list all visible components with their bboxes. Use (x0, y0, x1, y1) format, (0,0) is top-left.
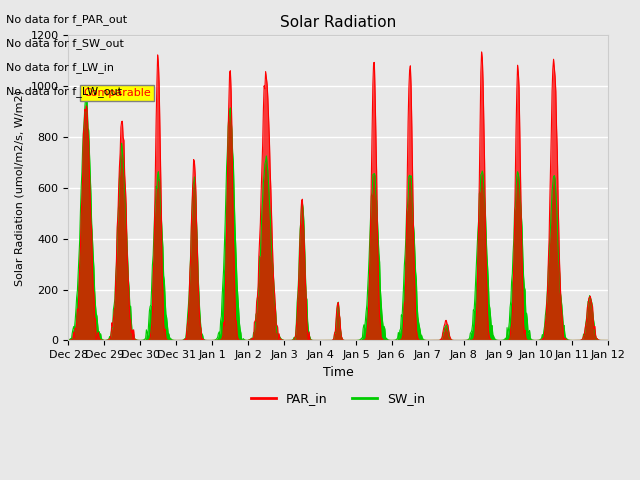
Title: Solar Radiation: Solar Radiation (280, 15, 396, 30)
Text: No data for f_LW_out: No data for f_LW_out (6, 86, 122, 97)
Text: No data for f_PAR_out: No data for f_PAR_out (6, 14, 127, 25)
Text: Comparable: Comparable (83, 88, 151, 98)
Legend: PAR_in, SW_in: PAR_in, SW_in (246, 387, 430, 410)
Y-axis label: Solar Radiation (umol/m2/s, W/m2): Solar Radiation (umol/m2/s, W/m2) (15, 90, 25, 286)
Text: No data for f_LW_in: No data for f_LW_in (6, 62, 115, 73)
X-axis label: Time: Time (323, 366, 353, 379)
Text: No data for f_SW_out: No data for f_SW_out (6, 38, 124, 49)
